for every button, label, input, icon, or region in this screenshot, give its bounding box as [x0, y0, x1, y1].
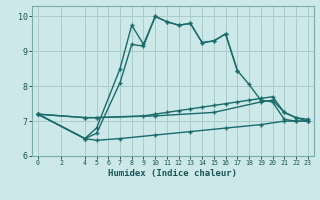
X-axis label: Humidex (Indice chaleur): Humidex (Indice chaleur): [108, 169, 237, 178]
